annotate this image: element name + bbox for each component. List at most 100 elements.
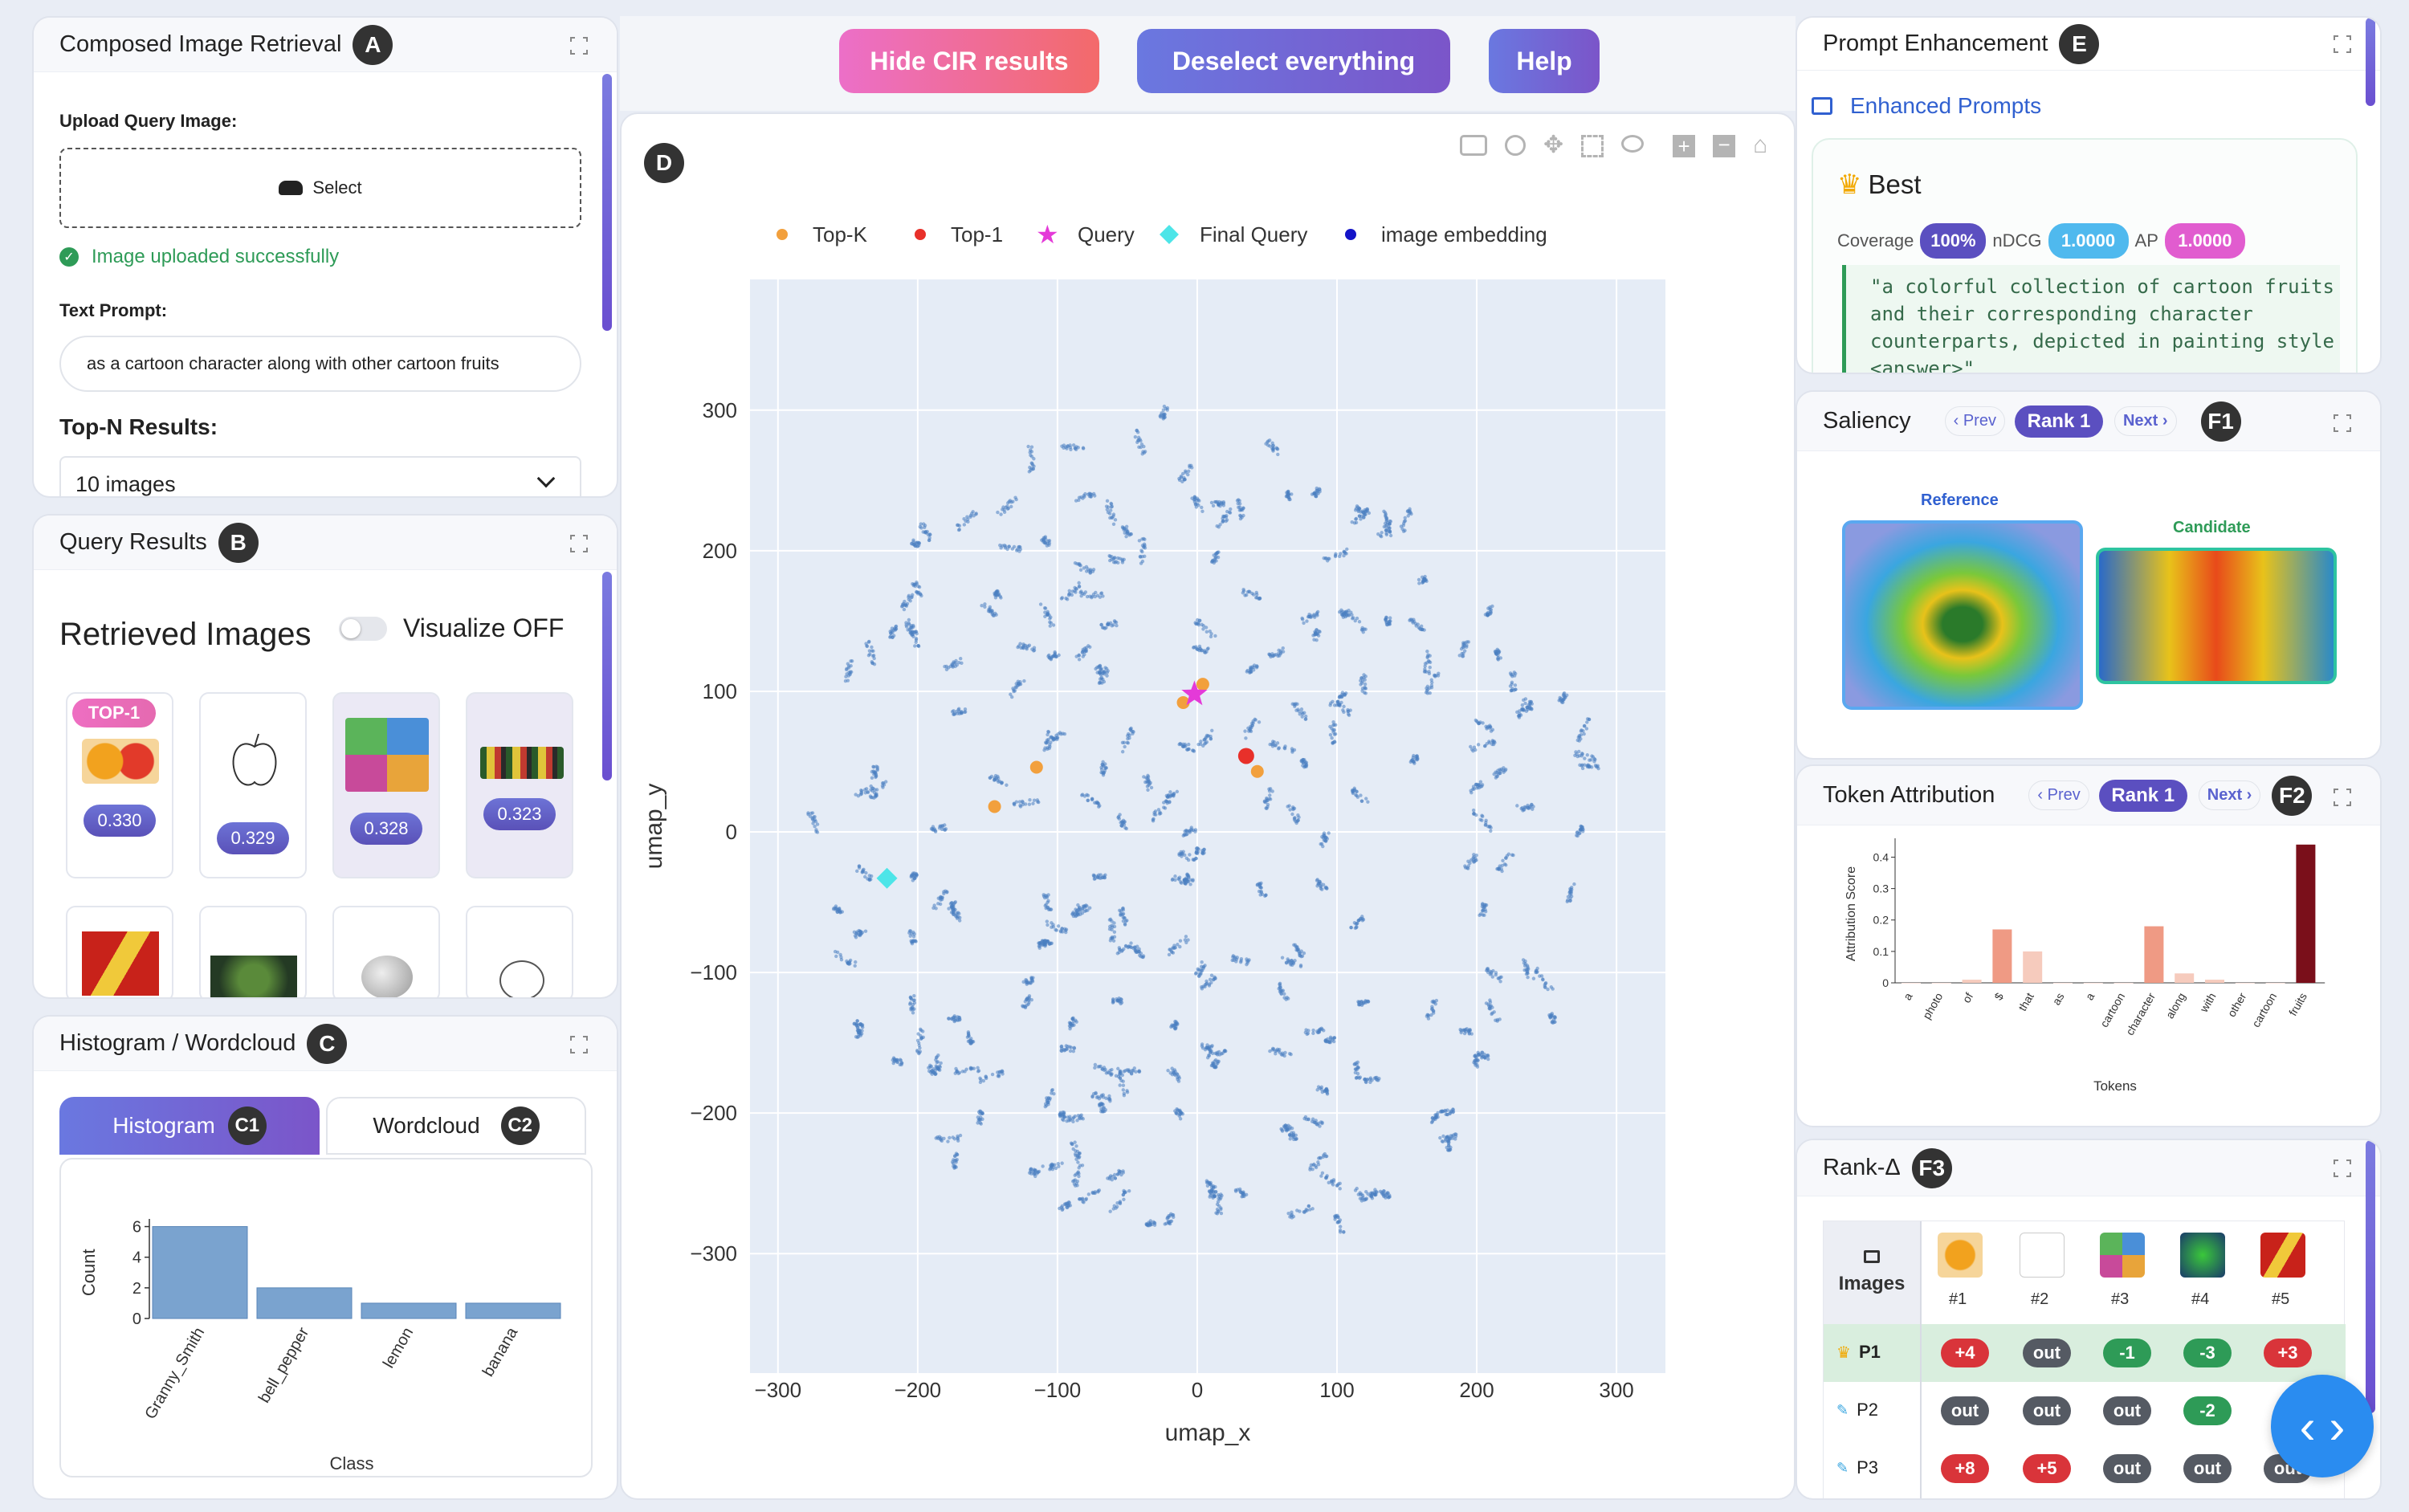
embedding-point xyxy=(1046,893,1050,897)
zoom-icon[interactable] xyxy=(1505,135,1526,156)
visualize-toggle[interactable] xyxy=(339,617,387,641)
embedding-point xyxy=(1548,1016,1552,1020)
embedding-point xyxy=(1361,516,1366,520)
scrollbar[interactable] xyxy=(2366,1140,2375,1413)
embedding-point xyxy=(1137,539,1142,543)
embedding-point xyxy=(1099,1102,1103,1107)
embedding-point xyxy=(1082,566,1086,570)
camera-icon[interactable] xyxy=(1460,135,1487,156)
result-card[interactable]: 0.323 xyxy=(466,692,573,878)
y-tick-label: 4 xyxy=(132,1249,141,1267)
embedding-point xyxy=(1194,971,1198,975)
embedding-point xyxy=(1097,670,1102,674)
embedding-point xyxy=(1328,733,1333,737)
hide-cir-button[interactable]: Hide CIR results xyxy=(839,29,1099,93)
home-icon[interactable]: ⌂ xyxy=(1753,132,1768,158)
embedding-point xyxy=(1184,935,1188,939)
expand-icon[interactable] xyxy=(2334,414,2351,432)
wand-icon: ✎ xyxy=(1836,1459,1849,1476)
embedding-point xyxy=(1029,445,1034,449)
embedding-point xyxy=(1517,715,1522,719)
embedding-point xyxy=(1023,1005,1028,1010)
embedding-point xyxy=(1487,825,1492,829)
rank-delta-cell: +4 xyxy=(1941,1339,1989,1367)
attribution-bar xyxy=(1902,983,1921,984)
result-card[interactable]: 0.328 xyxy=(332,692,440,878)
embedding-point xyxy=(1176,943,1180,947)
expand-icon[interactable] xyxy=(570,535,588,552)
expand-icon[interactable] xyxy=(570,37,588,55)
enhanced-prompts-section: Enhanced Prompts xyxy=(1812,93,2041,119)
embedding-point xyxy=(1075,1171,1080,1176)
lasso-icon[interactable] xyxy=(1621,135,1645,153)
scrollbar[interactable] xyxy=(2366,18,2375,106)
embedding-point xyxy=(946,1139,950,1143)
code-toggle-button[interactable]: ‹ › xyxy=(2271,1375,2374,1477)
result-card[interactable]: TOP-1 0.330 xyxy=(66,692,173,878)
help-button[interactable]: Help xyxy=(1489,29,1600,93)
embedding-point xyxy=(1472,812,1476,816)
embedding-point xyxy=(943,827,947,832)
panel-badge: C xyxy=(307,1023,348,1064)
expand-icon[interactable] xyxy=(570,1036,588,1054)
expand-icon[interactable] xyxy=(2334,35,2351,53)
embedding-point xyxy=(940,823,944,828)
scrollbar[interactable] xyxy=(602,572,612,780)
embedding-point xyxy=(1166,793,1171,797)
legend-marker xyxy=(1345,229,1356,240)
embedding-point xyxy=(1306,1204,1311,1208)
umap-scatter-chart[interactable]: −300 −200 −100 0 100 200 300−300−200−100010020… xyxy=(622,114,1796,1500)
embedding-point xyxy=(1363,999,1368,1003)
embedding-point xyxy=(1327,831,1331,835)
prev-button[interactable]: ‹ Prev xyxy=(1944,406,2005,436)
select-image-button[interactable]: Select xyxy=(59,148,581,228)
result-card[interactable] xyxy=(199,906,307,997)
embedding-point xyxy=(1317,630,1321,634)
x-tick-label: −200 xyxy=(895,1378,942,1402)
embedding-point xyxy=(1498,768,1502,773)
box-select-icon[interactable] xyxy=(1581,135,1604,157)
result-card[interactable] xyxy=(332,906,440,997)
embedding-point xyxy=(1045,738,1050,742)
result-card[interactable] xyxy=(466,906,573,997)
embedding-point xyxy=(867,639,871,644)
result-card[interactable]: 0.329 xyxy=(199,692,307,878)
embedding-point xyxy=(1241,513,1245,518)
embedding-point xyxy=(1528,805,1532,809)
embedding-point xyxy=(1270,652,1274,656)
tab-histogram[interactable]: Histogram C1 xyxy=(59,1097,320,1155)
embedding-point xyxy=(1099,592,1103,596)
text-prompt-input[interactable]: as a cartoon character along with other … xyxy=(59,336,581,392)
embedding-point xyxy=(1359,799,1364,803)
zoom-out-icon[interactable]: − xyxy=(1713,134,1736,157)
embedding-point xyxy=(1124,944,1128,948)
column-header: #5 xyxy=(2272,1290,2290,1308)
next-button[interactable]: Next › xyxy=(2113,406,2177,436)
embedding-point xyxy=(1426,1017,1431,1021)
embedding-point xyxy=(1101,678,1105,682)
expand-icon[interactable] xyxy=(2334,1159,2351,1177)
embedding-point xyxy=(1202,964,1206,969)
embedding-point xyxy=(1444,1109,1448,1114)
embedding-point xyxy=(1416,622,1420,626)
embedding-point xyxy=(871,769,876,773)
tab-wordcloud[interactable]: Wordcloud C2 xyxy=(326,1097,586,1155)
pan-icon[interactable]: ✥ xyxy=(1543,132,1564,158)
embedding-point xyxy=(1180,1112,1185,1116)
embedding-point xyxy=(1121,1088,1126,1092)
scrollbar[interactable] xyxy=(602,74,612,331)
embedding-point xyxy=(1070,593,1074,597)
embedding-point xyxy=(1043,614,1047,618)
embedding-point xyxy=(1077,1166,1081,1170)
result-card[interactable] xyxy=(66,906,173,997)
embedding-point xyxy=(813,825,817,829)
legend-marker xyxy=(1160,225,1179,244)
deselect-button[interactable]: Deselect everything xyxy=(1137,29,1450,93)
embedding-point xyxy=(1209,1049,1213,1054)
topn-select[interactable]: 10 images xyxy=(59,456,581,496)
embedding-point xyxy=(844,674,848,679)
zoom-in-icon[interactable]: + xyxy=(1673,135,1696,157)
embedding-point xyxy=(978,1080,983,1085)
x-tick-label: −300 xyxy=(755,1378,802,1402)
embedding-point xyxy=(1084,569,1089,573)
